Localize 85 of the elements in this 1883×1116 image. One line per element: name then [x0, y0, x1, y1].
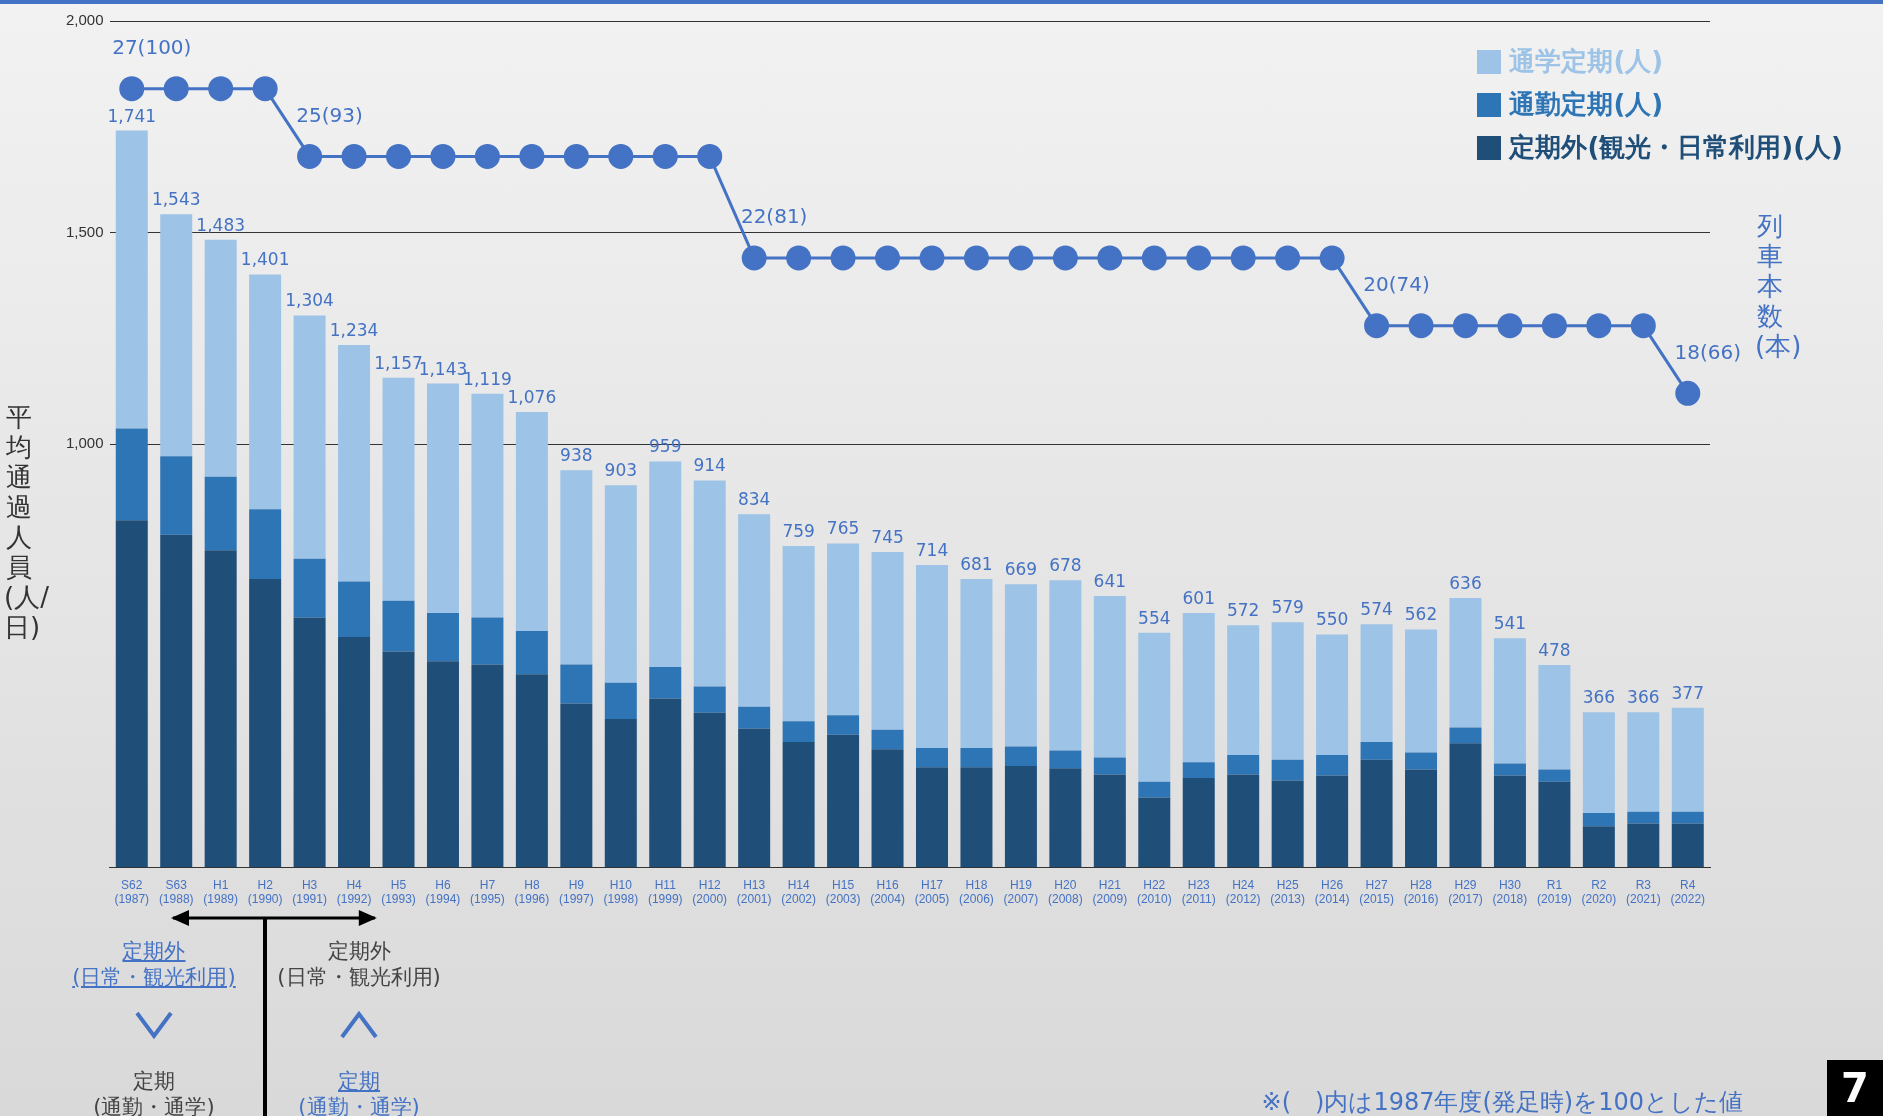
- x-tick-label: H18 (2006): [959, 877, 994, 907]
- total-label: 1,401: [240, 249, 290, 270]
- total-label: 681: [960, 553, 993, 574]
- total-label: 938: [560, 445, 593, 466]
- x-tick-label: R2 (2020): [1581, 877, 1617, 907]
- x-tick-label: H26 (2014): [1314, 877, 1350, 907]
- total-label: 541: [1493, 613, 1527, 634]
- total-label: 678: [1049, 555, 1082, 576]
- y-tick-label: 2,000: [65, 11, 104, 29]
- x-tick-label: R1 (2019): [1537, 877, 1572, 907]
- x-tick-label: S63 (1988): [158, 877, 194, 907]
- total-label: 366: [1627, 687, 1660, 708]
- total-label: 765: [826, 518, 860, 539]
- x-tick-label: H12 (2000): [692, 877, 728, 907]
- x-tick-label: H25 (2013): [1270, 877, 1305, 907]
- total-label: 1,543: [151, 189, 201, 210]
- data-label: 27(100): [112, 34, 192, 59]
- total-label: 601: [1182, 587, 1215, 608]
- y-tick-label: 1,000: [65, 434, 104, 452]
- total-label: 636: [1449, 573, 1482, 594]
- x-tick-label: H19 (2007): [1003, 877, 1039, 907]
- x-tick-label: H22 (2010): [1136, 877, 1172, 907]
- total-label: 1,741: [107, 105, 157, 126]
- legend-label: 通勤定期(人): [1509, 88, 1664, 121]
- data-label: 20(74): [1363, 271, 1430, 296]
- x-tick-label: H24 (2012): [1225, 877, 1261, 907]
- x-tick-label: H8 (1996): [514, 877, 550, 907]
- total-label: 550: [1315, 609, 1349, 630]
- y2-axis-title: 列車本数(本): [1755, 211, 1802, 361]
- data-label: 18(66): [1674, 339, 1742, 364]
- total-label: 377: [1671, 682, 1704, 703]
- x-tick-label: H17 (2005): [914, 877, 950, 907]
- x-tick-label: H21 (2009): [1092, 877, 1128, 907]
- x-tick-label: H11 (1999): [647, 877, 683, 907]
- total-label: 1,304: [285, 290, 334, 311]
- legend-label: 定期外(観光・日常利用)(人): [1509, 131, 1843, 164]
- total-label: 1,076: [507, 386, 557, 407]
- text: 定期外 (日常・観光利用): [72, 938, 236, 991]
- total-label: 914: [693, 455, 726, 476]
- text: 7: [1827, 1060, 1883, 1116]
- text: ※( )内は1987年度(発足時)を100とした値: [1261, 1087, 1743, 1116]
- x-tick-label: H3 (1991): [292, 877, 327, 907]
- x-tick-label: H1 (1989): [203, 877, 239, 907]
- x-tick-label: H28 (2016): [1403, 877, 1439, 907]
- total-label: 579: [1271, 597, 1304, 618]
- x-tick-label: H2 (1990): [247, 877, 283, 907]
- total-label: 1,234: [329, 320, 379, 341]
- data-label: 25(93): [296, 102, 363, 127]
- total-label: 554: [1138, 607, 1171, 628]
- total-label: 669: [1004, 559, 1038, 580]
- total-label: 903: [604, 460, 638, 481]
- x-tick-label: R3 (2021): [1625, 877, 1661, 907]
- x-tick-label: H20 (2008): [1048, 877, 1083, 907]
- x-tick-label: H23 (2011): [1181, 877, 1216, 907]
- text: 定期外 (日常・観光利用): [277, 938, 441, 991]
- x-tick-label: R4 (2022): [1670, 877, 1706, 907]
- total-label: 562: [1404, 604, 1438, 625]
- total-label: 714: [915, 540, 949, 561]
- x-tick-label: H30 (2018): [1492, 877, 1528, 907]
- x-tick-label: S62 (1987): [114, 877, 150, 907]
- x-tick-label: H29 (2017): [1448, 877, 1483, 907]
- total-label: 745: [871, 526, 904, 547]
- x-tick-label: H6 (1994): [425, 877, 461, 907]
- total-label: 574: [1360, 599, 1393, 620]
- y-tick-label: 1,500: [65, 222, 104, 240]
- x-tick-label: H15 (2003): [825, 877, 861, 907]
- x-tick-label: H16 (2004): [870, 877, 905, 907]
- total-label: 366: [1582, 687, 1616, 708]
- legend-label: 通学定期(人): [1509, 45, 1664, 78]
- total-label: 759: [782, 520, 815, 541]
- x-tick-label: H9 (1997): [558, 877, 594, 907]
- x-tick-label: H27 (2015): [1359, 877, 1394, 907]
- x-tick-label: H5 (1993): [381, 877, 416, 907]
- total-label: 1,483: [196, 214, 246, 235]
- total-label: 478: [1538, 639, 1571, 660]
- y-axis-title: 平均通過人員(人/日): [4, 401, 49, 642]
- x-tick-label: H10 (1998): [603, 877, 639, 907]
- x-tick-label: H14 (2002): [781, 877, 816, 907]
- x-tick-label: H7 (1995): [470, 877, 505, 907]
- x-tick-label: H4 (1992): [336, 877, 372, 907]
- total-label: 572: [1226, 600, 1260, 621]
- total-label: 641: [1093, 570, 1127, 591]
- data-label: 22(81): [740, 204, 808, 229]
- total-label: 834: [737, 489, 771, 510]
- x-tick-label: H13 (2001): [736, 877, 772, 907]
